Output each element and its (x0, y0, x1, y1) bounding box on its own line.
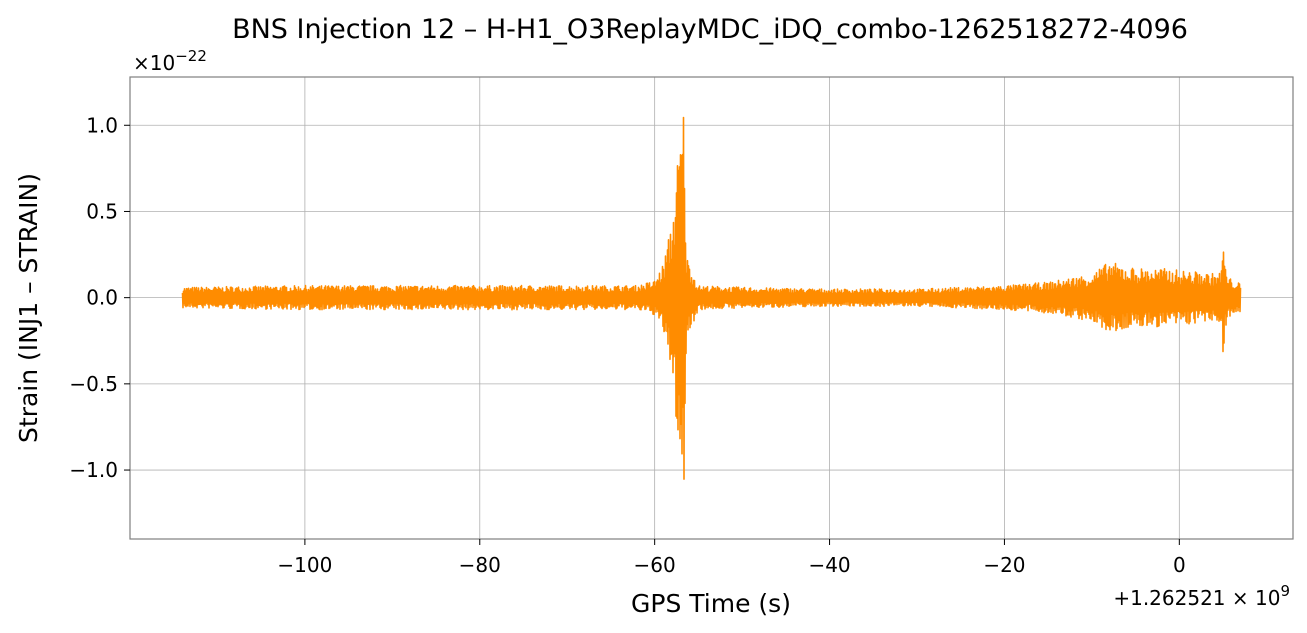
y-tick-label: −1.0 (69, 458, 118, 482)
y-tick-label: 0.0 (86, 286, 118, 310)
plot-area (181, 116, 1242, 480)
y-multiplier: ×10−22 (133, 47, 207, 75)
strain-series-line (181, 116, 1242, 480)
y-tick-label: 1.0 (86, 113, 118, 137)
x-tick-label: −60 (634, 553, 676, 577)
x-offset: +1.262521 × 109 (1113, 582, 1290, 610)
tick-labels: −100 −80 −60 −40 −20 0 1.0 0.5 0.0 −0.5 −1.0 (69, 113, 1185, 577)
x-tick-label: 0 (1173, 553, 1186, 577)
y-axis-label: Strain (INJ1 – STRAIN) (14, 173, 43, 443)
x-tick-label: −20 (983, 553, 1025, 577)
axes-frame (129, 76, 1294, 540)
x-tick-label: −40 (808, 553, 850, 577)
x-axis-label: GPS Time (s) (631, 589, 791, 618)
x-tick-label: −100 (277, 553, 332, 577)
y-tick-label: 0.5 (86, 199, 118, 223)
x-tick-label: −80 (459, 553, 501, 577)
chart-title: BNS Injection 12 – H-H1_O3ReplayMDC_iDQ_… (232, 14, 1188, 45)
y-tick-label: −0.5 (69, 372, 118, 396)
